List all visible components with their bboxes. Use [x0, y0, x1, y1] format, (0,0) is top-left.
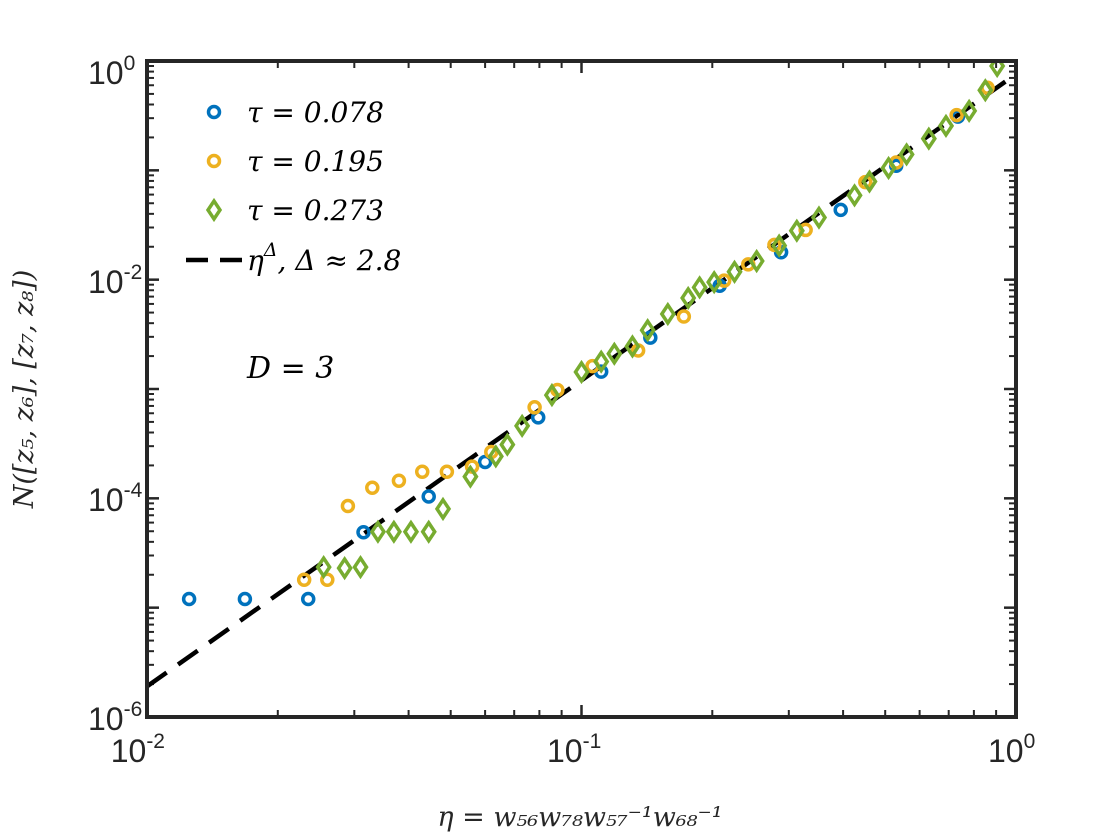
series-2-point-8 [462, 464, 479, 489]
series-2-point-6 [420, 519, 437, 544]
series-1-point-13 [676, 309, 692, 324]
markers [181, 61, 1006, 607]
series-2-point-35 [989, 61, 1006, 79]
series-2-point-12 [543, 382, 561, 408]
series-1-point-3 [365, 480, 380, 495]
series-2-point-29 [880, 155, 897, 181]
series-2-point-9 [487, 444, 504, 469]
legend-marker-2 [205, 197, 223, 223]
series-2-point-7 [434, 496, 452, 522]
series-2-point-17 [639, 318, 656, 343]
y-tick-label-0: 10-6 [88, 698, 142, 737]
series-2-point-22 [726, 259, 743, 284]
series-0-point-5 [477, 454, 493, 470]
series-2-point-28 [861, 169, 878, 194]
x-tick-label-0: 10-2 [111, 730, 165, 769]
series-2-point-33 [961, 98, 978, 124]
series-0-point-11 [833, 202, 848, 218]
series-2-point-18 [659, 301, 676, 327]
dimension-annotation: D = 3 [246, 351, 334, 386]
series-2-point-15 [606, 341, 623, 366]
series-2-point-27 [846, 183, 863, 208]
y-axis-title: N([z₅, z₆], [z₇, z₈]) [9, 270, 40, 510]
series-2-point-19 [680, 285, 697, 311]
series-1-point-4 [391, 473, 407, 488]
series-2-point-4 [385, 519, 402, 544]
series-1-point-9 [527, 400, 542, 415]
series-2-point-32 [937, 113, 955, 139]
series-2-point-13 [573, 359, 590, 385]
series-2-point-5 [402, 519, 420, 544]
legend-marker-0 [206, 104, 222, 120]
series-1-point-5 [414, 464, 430, 480]
legend: τ = 0.078 τ = 0.195 τ = 0.273 ηΔ, Δ ≈ 2.… [186, 96, 401, 277]
series-0-point-3 [356, 524, 371, 540]
series-1-point-1 [320, 572, 335, 588]
legend-label-0: τ = 0.078 [247, 96, 384, 129]
series-0-point-1 [237, 591, 253, 607]
series-1-point-20 [949, 107, 964, 123]
legend-label-1: τ = 0.195 [247, 145, 384, 178]
series-2-point-16 [624, 334, 641, 359]
y-tick-labels: 10-6 10-4 10-2 100 [88, 52, 143, 737]
series-0-point-2 [300, 591, 316, 607]
series-1-point-2 [340, 498, 356, 514]
series-2-point-34 [977, 78, 994, 103]
plot-area [147, 61, 1016, 717]
series-2-point-14 [593, 349, 610, 374]
series-2-point-3 [369, 519, 387, 544]
series-2-point-2 [352, 554, 369, 580]
legend-marker-1 [206, 153, 222, 169]
y-tick-label-3: 100 [88, 52, 135, 91]
x-tick-labels: 10-2 10-1 100 [111, 730, 1036, 769]
series-2-point-24 [771, 233, 788, 258]
series-2-point-26 [810, 205, 828, 230]
legend-label-2: τ = 0.273 [247, 194, 384, 227]
series-1-point-6 [439, 464, 455, 480]
series-2-point-1 [336, 555, 353, 581]
series-0-point-4 [421, 489, 436, 504]
legend-fit-label: ηΔ, Δ ≈ 2.8 [247, 239, 401, 277]
series-2-point-20 [691, 275, 708, 300]
series-2-point-21 [706, 269, 723, 295]
series-2-point-11 [514, 413, 531, 439]
series-2-point-25 [788, 218, 805, 243]
series-0-point-0 [181, 591, 197, 607]
series-1-point-0 [296, 572, 312, 588]
series-2-point-0 [315, 554, 332, 580]
series-2-point-23 [748, 248, 765, 274]
x-axis-title: η = w₅₆w₇₈w₅₇⁻¹w₆₈⁻¹ [437, 802, 722, 833]
axes-box [145, 59, 1018, 719]
series-2-point-10 [499, 432, 516, 457]
series-2-point-31 [920, 126, 937, 151]
series-2-point-30 [898, 142, 915, 167]
y-tick-label-1: 10-4 [88, 479, 143, 518]
series-1-point-17 [798, 222, 813, 238]
x-tick-label-2: 100 [988, 730, 1035, 769]
x-tick-label-1: 10-1 [547, 730, 601, 769]
y-tick-label-2: 10-2 [88, 261, 142, 300]
